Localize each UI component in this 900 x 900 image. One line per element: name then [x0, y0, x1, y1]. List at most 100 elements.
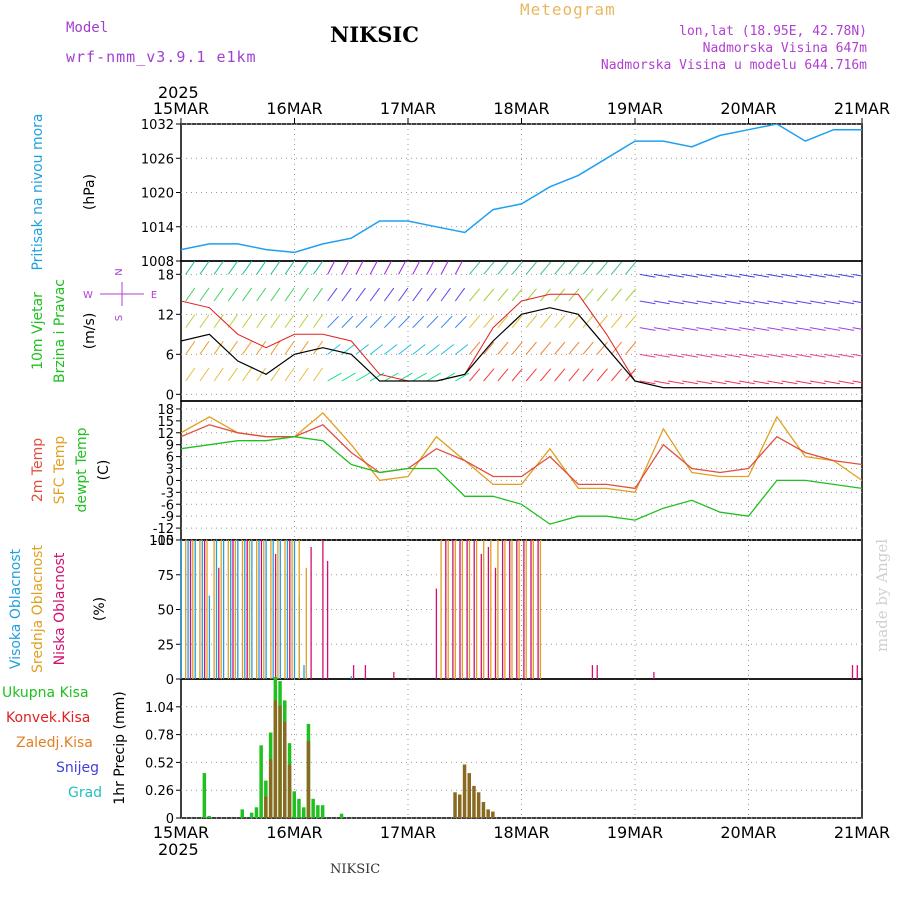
- total-precip-bar: [207, 815, 211, 818]
- wind-direction-flag: [242, 314, 253, 328]
- y-tick-label-temperature: 9: [166, 439, 174, 454]
- wind-direction-flag: [426, 261, 435, 275]
- footer-station: NIKSIC: [330, 862, 381, 877]
- conv-precip-bar: [287, 764, 292, 818]
- wind-direction-flag: [454, 261, 463, 275]
- wind-direction-flag: [767, 380, 784, 385]
- wind-direction-flag: [185, 367, 196, 382]
- wind-direction-flag: [284, 367, 295, 382]
- total-precip-bar: [302, 807, 306, 818]
- pressure-line: [181, 124, 862, 254]
- wind-direction-flag: [256, 340, 267, 355]
- conv-precip-bar: [486, 809, 490, 818]
- wind-direction-flag: [596, 315, 608, 328]
- wind-direction-flag: [355, 372, 371, 382]
- wind-direction-flag: [525, 261, 537, 275]
- wind-direction-flag: [710, 327, 727, 331]
- y-tick-label-clouds: 0: [166, 673, 174, 688]
- total-precip-bar: [240, 809, 244, 818]
- temp-unit: (C): [96, 460, 112, 481]
- wind-direction-flag: [682, 380, 699, 385]
- wind-direction-flag: [426, 344, 440, 355]
- wind-direction-flag: [369, 287, 381, 302]
- wind-direction-flag: [682, 327, 699, 331]
- wind-direction-flag: [525, 368, 537, 382]
- wind-direction-flag: [852, 300, 862, 304]
- conv-precip-bar: [481, 802, 486, 818]
- y-tick-label-wind: 6: [166, 348, 174, 363]
- top-date-label: 21MAR: [834, 99, 890, 118]
- wind-direction-flag: [625, 341, 637, 355]
- wind-direction-flag: [497, 261, 509, 275]
- wind-direction-flag: [596, 261, 608, 275]
- wind-direction-flag: [270, 287, 281, 302]
- y-tick-label-temperature: 3: [166, 463, 174, 478]
- y-tick-label-wind: 18: [157, 268, 174, 283]
- conv-precip-bar: [283, 721, 287, 818]
- wind-direction-flag: [710, 380, 727, 385]
- wind-direction-flag: [568, 288, 580, 302]
- wind-direction-flag: [185, 261, 196, 275]
- wind-direction-flag: [568, 368, 580, 382]
- wind-direction-flag: [227, 340, 238, 355]
- wind-direction-flag: [398, 261, 407, 275]
- wind-direction-flag: [298, 367, 309, 382]
- bottom-date-label: 15MAR: [153, 823, 209, 842]
- wind-direction-flag: [781, 273, 798, 278]
- wind-direction-flag: [213, 287, 224, 302]
- wind-direction-flag: [596, 288, 608, 302]
- conv-precip-bar: [476, 792, 481, 818]
- total-precip-bar: [311, 798, 315, 818]
- temp2m-ylabel: 2m Temp: [30, 438, 46, 502]
- y-tick-label-clouds: 50: [157, 604, 174, 619]
- wind-direction-flag: [412, 315, 425, 329]
- wind-direction-flag: [369, 344, 384, 355]
- wind-direction-flag: [213, 367, 224, 382]
- wind-unit: (m/s): [82, 313, 98, 350]
- wind-direction-flag: [653, 380, 670, 385]
- compass-north: N: [114, 268, 125, 275]
- wind-direction-flag: [270, 340, 281, 355]
- y-tick-label-precip: 0.26: [145, 784, 174, 799]
- wind-direction-flag: [298, 340, 309, 355]
- wind-direction-flag: [511, 341, 523, 355]
- wind-direction-flag: [668, 380, 684, 385]
- wind-direction-flag: [809, 300, 826, 305]
- y-tick-label-temperature: 15: [157, 415, 174, 430]
- wind-direction-flag: [682, 300, 699, 305]
- y-tick-label-clouds: 25: [157, 638, 174, 653]
- wind-direction-flag: [724, 380, 741, 385]
- wind-direction-flag: [824, 273, 840, 278]
- wind-direction-flag: [838, 380, 855, 385]
- wind-direction-flag: [738, 353, 755, 358]
- wind-direction-flag: [213, 261, 224, 275]
- wind-direction-flag: [242, 340, 253, 355]
- wind-direction-flag: [497, 341, 509, 355]
- wind-direction-flag: [738, 300, 755, 305]
- wind-direction-flag: [781, 327, 798, 331]
- wind-direction-flag: [284, 314, 295, 328]
- wind-direction-flag: [568, 341, 580, 355]
- wind-direction-flag: [668, 353, 684, 358]
- wind-direction-flag: [511, 288, 523, 302]
- wind-direction-flag: [256, 314, 267, 328]
- meteogram-title: Meteogram: [520, 0, 616, 19]
- wind-direction-flag: [426, 372, 442, 382]
- wind-ylabel-1: 10m Vjetar: [30, 292, 46, 370]
- y-tick-label-temperature: 12: [157, 427, 174, 442]
- wind-direction-flag: [440, 315, 453, 329]
- wind-direction-flag: [469, 288, 481, 302]
- wind-direction-flag: [227, 261, 238, 275]
- elevation-info: Nadmorska Visina 647m: [702, 41, 867, 56]
- wind-direction-flag: [284, 287, 295, 302]
- total-precip-bar: [254, 807, 259, 818]
- wind-direction-flag: [696, 353, 713, 358]
- high-cloud-ylabel: Visoka Oblacnost: [8, 548, 24, 669]
- wind-direction-flag: [767, 353, 784, 358]
- wind-direction-flag: [497, 288, 509, 302]
- wind-direction-flag: [227, 287, 238, 302]
- wind-direction-flag: [639, 353, 656, 358]
- wind-direction-flag: [795, 353, 812, 358]
- top-date-label: 17MAR: [380, 99, 436, 118]
- wind-direction-flag: [852, 327, 862, 330]
